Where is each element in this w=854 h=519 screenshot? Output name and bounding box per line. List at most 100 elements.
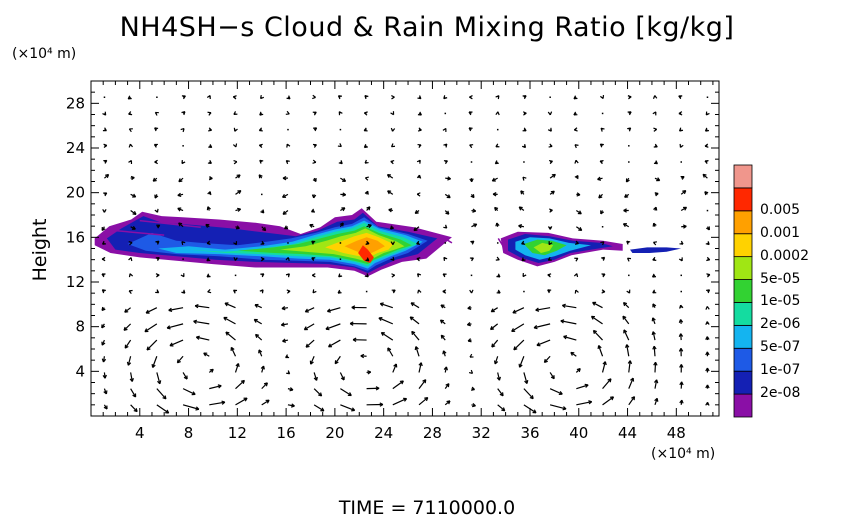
wind-vector — [627, 360, 633, 373]
wind-vector — [130, 210, 137, 215]
wind-vector — [547, 273, 552, 278]
wind-vectors — [101, 94, 711, 414]
wind-vector — [156, 96, 158, 98]
wind-vector — [602, 378, 612, 390]
wind-vector — [705, 351, 710, 357]
wind-vector — [128, 159, 133, 164]
wind-vector — [392, 363, 398, 373]
wind-vector — [680, 274, 682, 277]
wind-vector — [340, 404, 356, 412]
wind-vector — [622, 315, 630, 325]
wind-vector — [129, 372, 134, 382]
wind-vector — [258, 143, 263, 148]
wind-vector — [103, 388, 108, 395]
wind-vector — [469, 289, 474, 294]
wind-vector — [102, 127, 107, 132]
wind-vector — [598, 193, 603, 199]
wind-vector — [471, 208, 477, 213]
wind-vector — [334, 355, 341, 365]
wind-vector — [180, 127, 185, 133]
wind-vector — [235, 225, 240, 230]
wind-vector — [627, 127, 632, 132]
wind-vector — [379, 302, 393, 309]
wind-vector — [363, 127, 368, 132]
wind-vector — [312, 111, 317, 116]
wind-vector — [312, 177, 317, 183]
wind-vector — [304, 307, 315, 313]
wind-vector — [496, 128, 499, 131]
wind-vector — [156, 224, 161, 229]
wind-vector — [549, 388, 563, 395]
wind-vector — [390, 256, 395, 261]
wind-vector — [180, 273, 185, 278]
colorbar-level-label: 5e-07 — [760, 339, 801, 356]
wind-vector — [280, 322, 289, 327]
wind-vector — [325, 323, 341, 331]
wind-vector — [340, 207, 346, 212]
wind-vector — [628, 274, 630, 277]
wind-vector — [366, 223, 372, 229]
wind-vector — [311, 273, 316, 278]
wind-vector — [365, 257, 370, 262]
colorbar-swatch — [733, 393, 753, 418]
wind-vector — [130, 225, 136, 230]
colorbar-level-label: 2e-06 — [760, 316, 801, 333]
wind-vector — [387, 190, 394, 195]
wind-vector — [654, 192, 659, 197]
wind-vector — [678, 127, 684, 132]
wind-vector — [310, 208, 316, 213]
wind-vector — [410, 302, 420, 309]
y-tick-label: 20 — [66, 184, 85, 202]
wind-vector — [601, 289, 606, 294]
wind-vector — [207, 111, 212, 116]
wind-vector — [101, 273, 106, 278]
wind-vector — [312, 289, 317, 294]
chart-title: NH4SH−s Cloud & Rain Mixing Ratio [kg/kg… — [119, 12, 735, 43]
wind-vector — [182, 145, 184, 147]
wind-vector — [705, 289, 711, 294]
wind-vector — [416, 257, 421, 262]
wind-vector — [285, 257, 290, 262]
wind-vector — [414, 209, 420, 214]
wind-vector — [282, 193, 289, 198]
wind-vector — [388, 208, 393, 213]
wind-vector — [467, 305, 472, 311]
wind-vector — [153, 143, 158, 148]
wind-vector — [128, 128, 133, 133]
wind-vector — [154, 127, 159, 132]
wind-vector — [679, 399, 684, 405]
wind-vector — [416, 192, 421, 197]
wind-vector — [547, 226, 553, 230]
wind-vector — [154, 194, 159, 199]
wind-vector — [130, 388, 137, 398]
cloud-filament — [139, 219, 201, 229]
cloud-filament — [115, 229, 165, 236]
wind-vector — [597, 345, 604, 357]
wind-vector — [521, 240, 526, 245]
wind-vector — [364, 159, 369, 164]
wind-vector — [653, 241, 658, 246]
wind-vector — [443, 143, 448, 148]
wind-vector — [340, 388, 352, 397]
wind-vector — [128, 241, 133, 246]
wind-vector — [471, 223, 478, 228]
wind-vector — [548, 159, 553, 165]
wind-vector — [416, 174, 422, 179]
wind-vector — [678, 347, 684, 357]
wind-vector — [101, 323, 106, 329]
wind-vector — [130, 404, 138, 413]
wind-vector — [592, 329, 603, 341]
wind-vector — [626, 289, 631, 294]
wind-vector — [622, 223, 630, 228]
wind-vector — [495, 256, 500, 261]
wind-vector — [312, 94, 316, 100]
wind-vector — [101, 256, 106, 262]
wind-vector — [351, 305, 367, 310]
wind-vector — [574, 257, 579, 262]
colorbar-swatch — [733, 279, 753, 303]
wind-vector — [496, 273, 501, 278]
wind-vector — [601, 273, 606, 278]
wind-vector — [127, 95, 132, 100]
x-tick-label: 44 — [618, 424, 637, 442]
wind-vector — [155, 289, 160, 294]
